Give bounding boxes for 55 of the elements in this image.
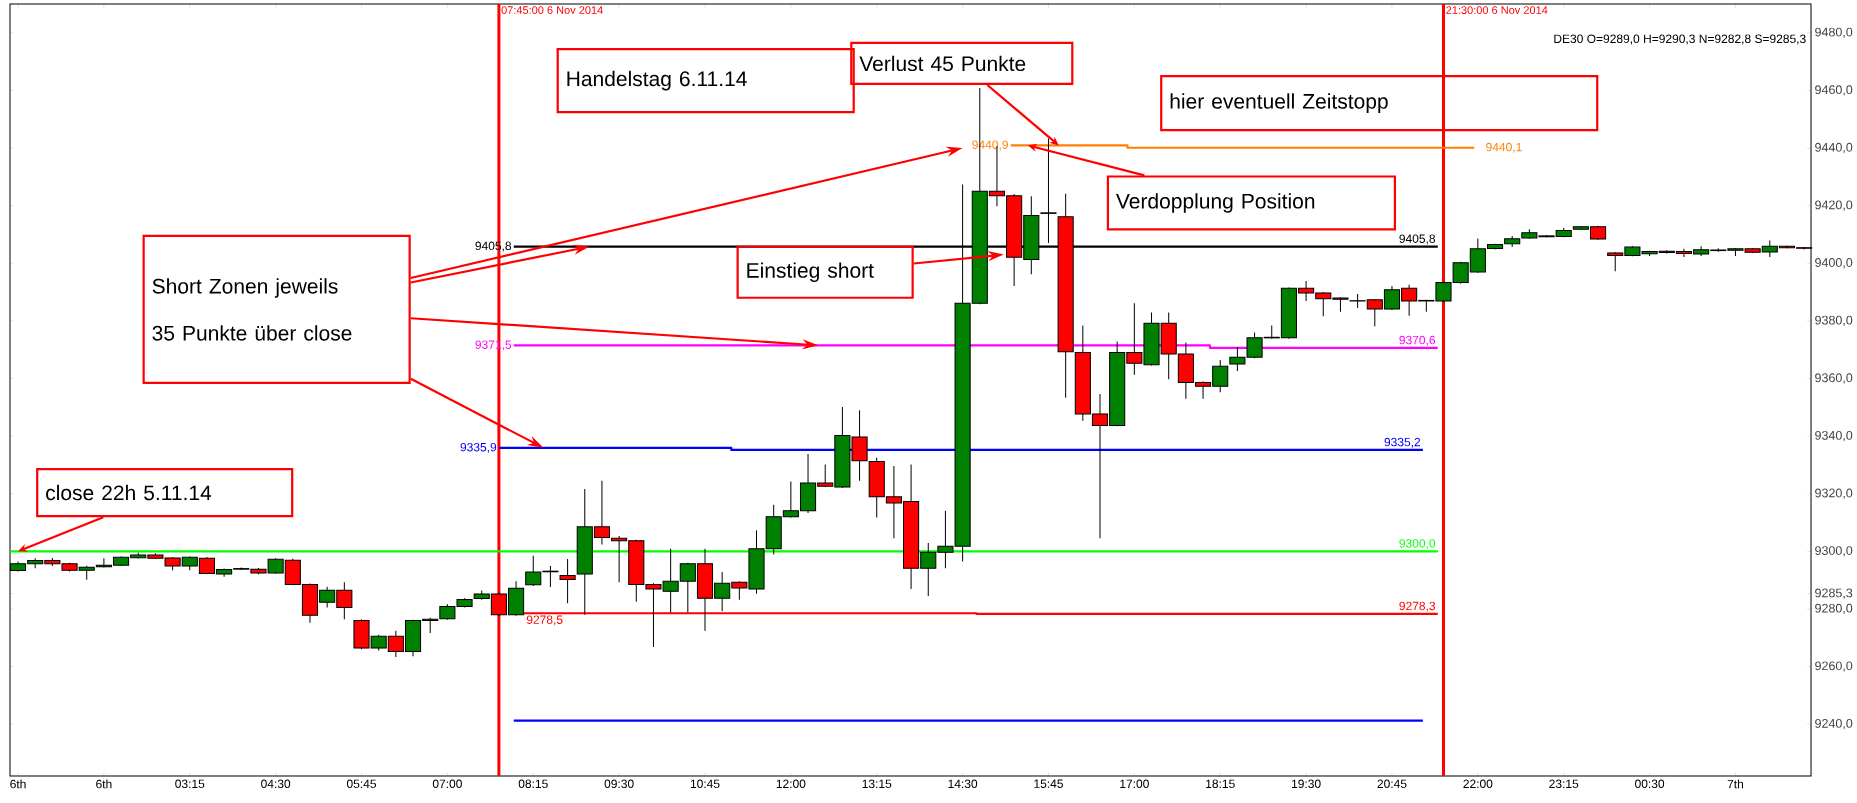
x-tick-label: 19:30 <box>1291 779 1321 789</box>
x-tick-label: 22:00 <box>1463 779 1493 789</box>
data-label: 9405,8 <box>1399 234 1436 245</box>
y-tick-label: 9260,0 <box>1815 661 1853 672</box>
ref-line-label: 07:45:00 6 Nov 2014 <box>501 6 603 14</box>
y-tick-label: 9420,0 <box>1815 200 1853 211</box>
candlestick <box>559 558 576 604</box>
x-tick-label: 05:45 <box>346 779 376 789</box>
x-tick-label: 17:00 <box>1120 779 1149 789</box>
y-tick-label: 9320,0 <box>1815 488 1853 499</box>
data-label: 9300,0 <box>1399 539 1436 550</box>
annotation: close 22h 5.11.14 <box>46 484 212 501</box>
data-label: 9278,3 <box>1399 601 1436 612</box>
y-tick-label: 9480,0 <box>1815 27 1853 38</box>
y-tick-label: 9300,0 <box>1815 546 1853 557</box>
x-tick-label: 08:15 <box>518 779 548 789</box>
x-tick-label: 00:30 <box>1635 779 1665 789</box>
x-tick-label: 12:00 <box>776 779 806 789</box>
annotation: Short Zonen jeweils <box>152 278 338 298</box>
x-tick-label: 14:30 <box>948 779 978 789</box>
annotation: DE30 O=9289,0 H=9290,3 N=9282,8 S=9285,3 <box>1554 34 1806 45</box>
x-tick-label: 04:30 <box>261 779 291 789</box>
x-tick-label: 07:00 <box>432 779 462 789</box>
x-tick-label: 20:45 <box>1377 779 1407 789</box>
data-label: 9335,2 <box>1384 437 1421 448</box>
annotation: 35 Punkte über close <box>152 325 352 341</box>
x-tick-label: 6th <box>96 779 112 789</box>
y-tick-label: 9400,0 <box>1815 258 1853 269</box>
x-tick-label: 23:15 <box>1549 779 1579 789</box>
ref-line-label: 21:30:00 6 Nov 2014 <box>1446 6 1548 14</box>
y-tick-label: 9340,0 <box>1815 430 1853 442</box>
y-tick-label: 9460,0 <box>1815 85 1853 96</box>
x-tick-label: 13:15 <box>862 779 892 789</box>
x-tick-label: 03:15 <box>175 779 205 789</box>
annotation: Einstieg short <box>747 262 874 283</box>
x-tick-label: 18:15 <box>1206 779 1235 789</box>
x-tick-label: 6th <box>10 779 26 789</box>
y-tick-label: 9280,0 <box>1815 603 1853 615</box>
annotation: Verdopplung Position <box>1116 193 1315 213</box>
y-tick-label: 9240,0 <box>1815 718 1853 730</box>
y-tick-label: 9440,0 <box>1815 142 1853 154</box>
x-tick-label: 10:45 <box>690 779 720 789</box>
annotation: Handelstag 6.11.14 <box>567 70 747 91</box>
x-tick-label: 7th <box>1727 779 1744 789</box>
data-label: 9335,9 <box>460 442 497 453</box>
annotation: hier eventuell Zeitstopp <box>1170 93 1388 113</box>
annotation: Verlust 45 Punkte <box>859 55 1026 72</box>
y-tick-label: 9285,3 <box>1815 588 1853 599</box>
y-tick-label: 9380,0 <box>1815 315 1853 327</box>
y-tick-label: 9360,0 <box>1815 373 1853 384</box>
x-tick-label: 09:30 <box>604 779 634 789</box>
data-label: 9370,6 <box>1399 335 1436 346</box>
data-label: 9440,1 <box>1486 142 1522 153</box>
data-label: 9278,5 <box>526 615 563 626</box>
x-tick-label: 15:45 <box>1034 779 1063 788</box>
